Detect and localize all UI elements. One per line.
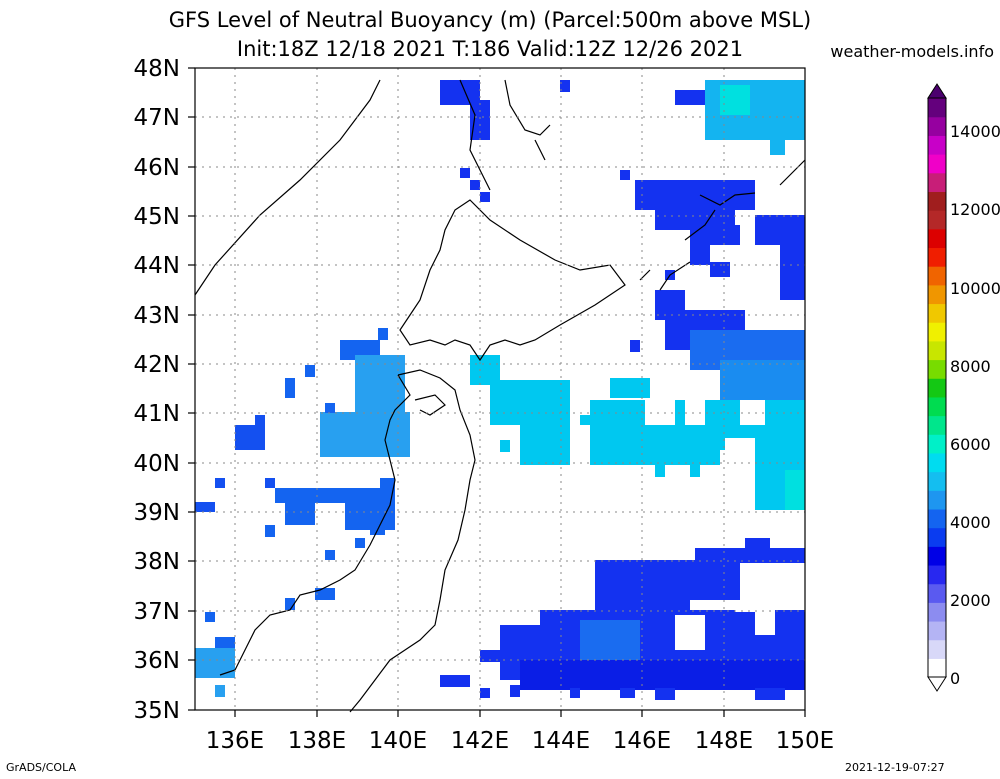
colorbar-segment bbox=[928, 639, 946, 659]
lat-label: 38N bbox=[134, 549, 180, 575]
lat-labels: 48N 47N 46N 45N 44N 43N 42N 41N 40N 39N … bbox=[134, 56, 180, 724]
lat-label: 45N bbox=[134, 204, 180, 230]
colorbar-segment bbox=[928, 303, 946, 323]
colorbar-label: 14000 bbox=[950, 122, 1000, 141]
colorbar-segment bbox=[928, 415, 946, 435]
lon-label: 142E bbox=[451, 728, 509, 754]
colorbar-segment bbox=[928, 564, 946, 585]
colorbar-segment bbox=[928, 508, 946, 529]
colorbar-segment bbox=[928, 471, 946, 491]
colorbar-segment bbox=[928, 340, 946, 361]
colorbar-segment bbox=[928, 172, 946, 192]
colorbar-segment bbox=[928, 602, 946, 622]
colorbar-label: 2000 bbox=[950, 591, 991, 610]
colorbar-segment bbox=[928, 266, 946, 286]
lat-label: 46N bbox=[134, 155, 180, 181]
coastlines bbox=[194, 79, 806, 713]
colorbar-segment bbox=[928, 546, 946, 566]
colorbar-segment bbox=[928, 284, 946, 305]
colorbar-label: 10000 bbox=[950, 279, 1000, 298]
site-label: weather-models.info bbox=[830, 42, 994, 61]
lat-label: 44N bbox=[134, 253, 180, 279]
colorbar-bottom-arrow bbox=[927, 676, 947, 692]
lat-label: 40N bbox=[134, 451, 180, 477]
lon-label: 146E bbox=[613, 728, 671, 754]
lat-label: 41N bbox=[134, 401, 180, 427]
lon-labels: 136E 138E 140E 142E 144E 146E 148E 150E bbox=[206, 728, 834, 754]
lon-label: 136E bbox=[206, 728, 264, 754]
lat-label: 36N bbox=[134, 648, 180, 674]
colorbar-segment bbox=[928, 191, 946, 211]
footer-left: GrADS/COLA bbox=[6, 761, 76, 774]
colorbar-segment bbox=[928, 583, 946, 603]
colorbar-segment bbox=[928, 434, 946, 454]
axis-ticks bbox=[188, 67, 806, 717]
lon-label: 140E bbox=[369, 728, 427, 754]
lat-label: 43N bbox=[134, 303, 180, 329]
colorbar-label: 0 bbox=[950, 669, 960, 688]
lon-label: 148E bbox=[695, 728, 753, 754]
colorbar-segment bbox=[928, 228, 946, 249]
colorbar-segment bbox=[928, 359, 946, 379]
footer-right: 2021-12-19-07:27 bbox=[845, 761, 945, 774]
colorbar bbox=[928, 98, 946, 678]
colorbar-segment bbox=[928, 452, 946, 473]
colorbar-label: 12000 bbox=[950, 200, 1000, 219]
colorbar-segment bbox=[928, 378, 946, 398]
colorbar-segment bbox=[928, 135, 946, 155]
chart-title: GFS Level of Neutral Buoyancy (m) (Parce… bbox=[168, 8, 812, 32]
colorbar-label: 8000 bbox=[950, 357, 991, 376]
colorbar-segment bbox=[928, 658, 946, 678]
lat-label: 42N bbox=[134, 352, 180, 378]
lon-label: 138E bbox=[288, 728, 346, 754]
lat-label: 48N bbox=[134, 56, 180, 82]
colorbar-segment bbox=[928, 210, 946, 230]
map-frame bbox=[194, 67, 806, 711]
grid-lines bbox=[195, 68, 805, 710]
colorbar-segment bbox=[928, 154, 946, 174]
field-shading bbox=[195, 80, 805, 700]
lon-label: 144E bbox=[532, 728, 590, 754]
lat-label: 37N bbox=[134, 599, 180, 625]
colorbar-segment bbox=[928, 527, 946, 547]
colorbar-top-arrow bbox=[927, 83, 947, 99]
colorbar-segment bbox=[928, 322, 946, 342]
colorbar-frame bbox=[927, 97, 947, 678]
lat-label: 35N bbox=[134, 698, 180, 724]
colorbar-segment bbox=[928, 490, 946, 510]
lon-label: 150E bbox=[776, 728, 834, 754]
colorbar-segment bbox=[928, 98, 946, 118]
colorbar-segment bbox=[928, 396, 946, 417]
chart-subtitle: Init:18Z 12/18 2021 T:186 Valid:12Z 12/2… bbox=[236, 37, 744, 61]
colorbar-label: 6000 bbox=[950, 435, 991, 454]
colorbar-labels: 14000 12000 10000 8000 6000 4000 2000 0 bbox=[950, 122, 1000, 688]
lat-label: 39N bbox=[134, 500, 180, 526]
colorbar-segment bbox=[928, 116, 946, 136]
lat-label: 47N bbox=[134, 105, 180, 131]
colorbar-segment bbox=[928, 620, 946, 641]
colorbar-segment bbox=[928, 247, 946, 267]
colorbar-label: 4000 bbox=[950, 513, 991, 532]
